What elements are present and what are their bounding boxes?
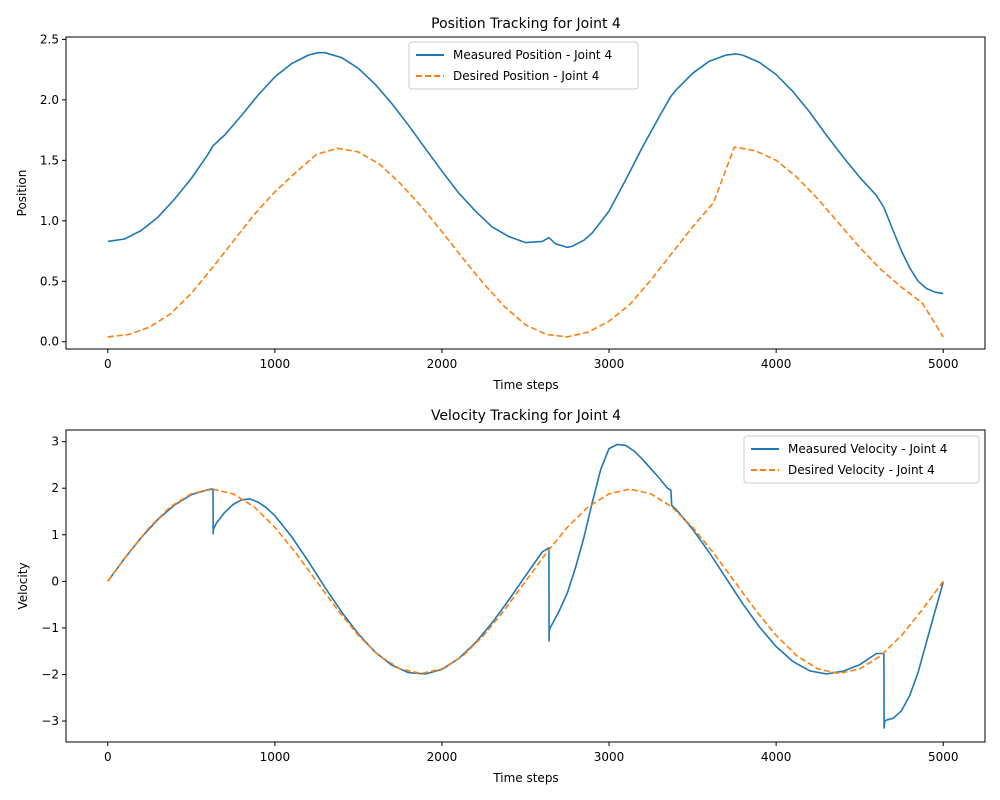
position-series-desired-line [107, 146, 944, 338]
velocity-legend-measured-label: Measured Velocity - Joint 4 [788, 442, 947, 456]
velocity-xtick-label: 4000 [761, 750, 792, 764]
velocity-chart-title: Velocity Tracking for Joint 4 [431, 408, 621, 424]
position-chart-ylabel: Position [15, 170, 29, 217]
velocity-ytick-label: −2 [41, 667, 59, 681]
velocity-axes-frame [65, 429, 986, 743]
position-axes-frame [65, 36, 986, 350]
position-ytick-label: 1.5 [40, 153, 59, 167]
position-xtick-label: 1000 [260, 357, 291, 371]
position-legend-box [408, 41, 639, 90]
position-chart-title: Position Tracking for Joint 4 [431, 16, 621, 32]
velocity-xtick-label: 1000 [260, 750, 291, 764]
position-chart: Position Tracking for Joint 4 Time steps… [15, 16, 986, 392]
velocity-series-desired-line [107, 488, 944, 675]
velocity-legend-box [743, 435, 980, 484]
velocity-ytick-label: 2 [51, 481, 59, 495]
velocity-ytick-label: 1 [51, 528, 59, 542]
position-series-measured-line [107, 51, 944, 295]
position-legend-desired-label: Desired Position - Joint 4 [453, 69, 599, 83]
position-ytick-label: 2.5 [40, 32, 59, 46]
velocity-ytick-label: 0 [51, 574, 59, 588]
velocity-plot-area: 0 1000 2000 3000 4000 5000 −3 −2 −1 0 1 2 3 [41, 429, 986, 764]
position-legend-measured-label: Measured Position - Joint 4 [453, 48, 612, 62]
velocity-xtick-label: 3000 [594, 750, 625, 764]
position-plot-area: 0 1000 2000 3000 4000 5000 0.0 0.5 1.0 1.5 2.0 2.5 [40, 32, 986, 371]
velocity-legend-desired-label: Desired Velocity - Joint 4 [788, 463, 935, 477]
position-ytick-label: 0.0 [40, 335, 59, 349]
position-ytick-label: 2.0 [40, 93, 59, 107]
velocity-xtick-label: 2000 [427, 750, 458, 764]
position-ytick-label: 1.0 [40, 214, 59, 228]
position-chart-xlabel: Time steps [492, 378, 558, 392]
velocity-chart-ylabel: Velocity [16, 562, 30, 609]
velocity-ytick-label: −3 [41, 714, 59, 728]
velocity-legend: Measured Velocity - Joint 4 Desired Velo… [743, 435, 980, 484]
position-ytick-label: 0.5 [40, 274, 59, 288]
velocity-ytick-label: 3 [51, 435, 59, 449]
position-legend: Measured Position - Joint 4 Desired Posi… [408, 41, 639, 90]
position-xtick-label: 0 [104, 357, 112, 371]
velocity-series-measured-line [107, 443, 944, 729]
position-xtick-label: 3000 [594, 357, 625, 371]
velocity-xtick-label: 0 [104, 750, 112, 764]
velocity-chart: Velocity Tracking for Joint 4 Time steps… [16, 408, 986, 785]
position-xtick-label: 2000 [427, 357, 458, 371]
velocity-ytick-label: −1 [41, 621, 59, 635]
velocity-xtick-label: 5000 [928, 750, 959, 764]
position-xtick-label: 4000 [761, 357, 792, 371]
velocity-chart-xlabel: Time steps [492, 771, 558, 785]
position-xtick-label: 5000 [928, 357, 959, 371]
